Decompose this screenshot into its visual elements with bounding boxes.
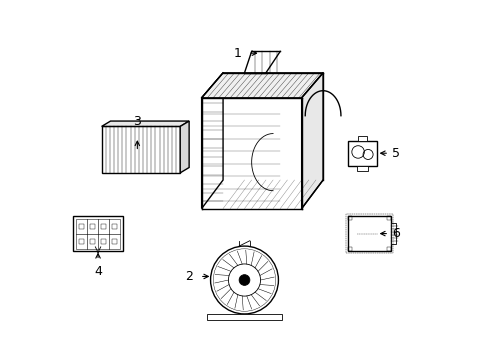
Bar xyxy=(347,216,390,251)
Text: 1: 1 xyxy=(233,47,241,60)
Bar xyxy=(102,126,180,173)
Polygon shape xyxy=(102,121,189,126)
Bar xyxy=(347,247,352,251)
Bar xyxy=(73,216,123,251)
Text: 3: 3 xyxy=(133,114,141,127)
Bar xyxy=(76,219,120,249)
Bar xyxy=(90,224,95,229)
Bar xyxy=(386,216,390,220)
Bar xyxy=(390,223,395,244)
Bar xyxy=(112,239,117,244)
Bar xyxy=(357,136,366,141)
Circle shape xyxy=(239,275,249,285)
Bar xyxy=(79,224,84,229)
Text: 6: 6 xyxy=(391,227,400,240)
Bar xyxy=(356,166,367,171)
Polygon shape xyxy=(180,121,189,173)
Bar xyxy=(101,239,106,244)
Bar xyxy=(386,247,390,251)
Bar xyxy=(207,314,281,320)
Text: 5: 5 xyxy=(391,147,400,160)
Polygon shape xyxy=(201,73,223,208)
Bar xyxy=(347,141,376,166)
Polygon shape xyxy=(301,73,323,208)
Bar xyxy=(90,239,95,244)
Bar xyxy=(79,239,84,244)
Polygon shape xyxy=(201,73,323,98)
Bar xyxy=(347,216,352,220)
Text: 4: 4 xyxy=(94,265,102,278)
Text: 2: 2 xyxy=(185,270,193,283)
Bar xyxy=(101,224,106,229)
Circle shape xyxy=(228,264,260,296)
Bar xyxy=(112,224,117,229)
